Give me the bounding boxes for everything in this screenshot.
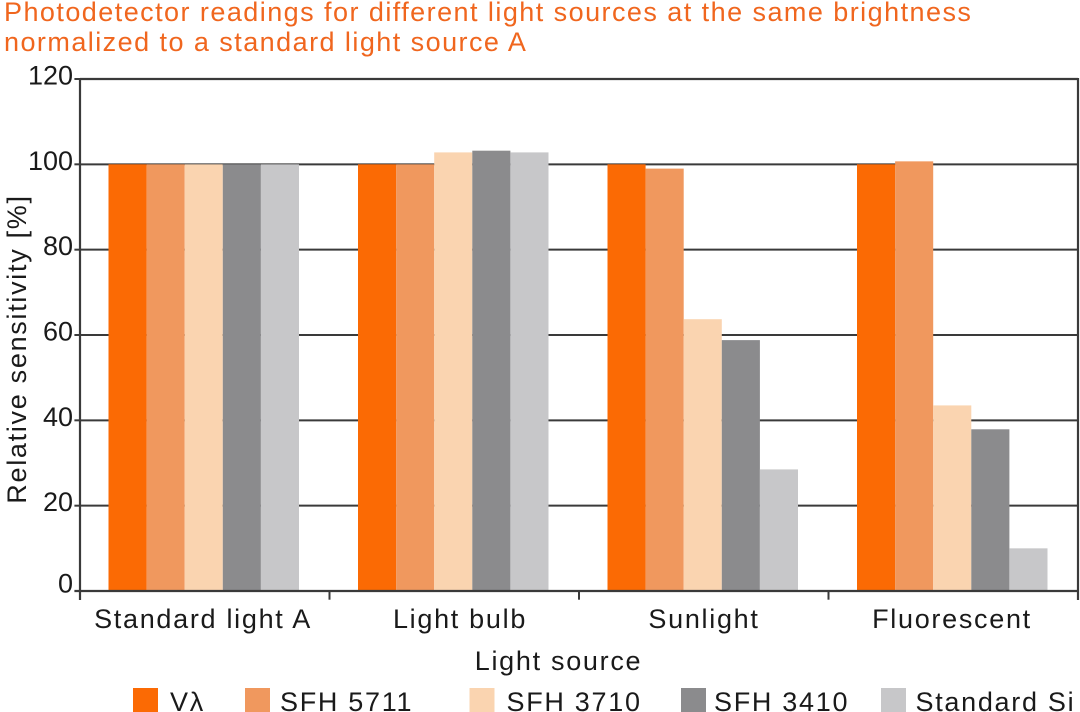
svg-text:SFH 3410: SFH 3410 [714, 687, 849, 712]
svg-text:Light bulb: Light bulb [393, 604, 527, 634]
svg-text:Standard light A: Standard light A [94, 604, 312, 634]
svg-text:Photodetector readings for dif: Photodetector readings for different lig… [4, 0, 972, 27]
svg-text:20: 20 [43, 487, 73, 517]
svg-text:Vλ: Vλ [170, 687, 205, 712]
svg-text:normalized to a standard light: normalized to a standard light source A [4, 27, 527, 57]
svg-text:40: 40 [43, 402, 73, 432]
svg-text:120: 120 [28, 61, 73, 91]
svg-text:SFH 5711: SFH 5711 [280, 687, 413, 712]
svg-text:100: 100 [28, 146, 73, 176]
svg-text:60: 60 [43, 317, 73, 347]
svg-text:Sunlight: Sunlight [648, 604, 759, 634]
svg-text:Light source: Light source [475, 646, 643, 676]
svg-text:Relative sensitivity [%]: Relative sensitivity [%] [2, 194, 32, 503]
svg-text:80: 80 [43, 231, 73, 261]
svg-text:0: 0 [58, 569, 73, 599]
svg-text:SFH 3710: SFH 3710 [507, 687, 642, 712]
svg-text:Fluorescent: Fluorescent [872, 604, 1032, 634]
svg-text:Standard Si: Standard Si [916, 687, 1076, 712]
